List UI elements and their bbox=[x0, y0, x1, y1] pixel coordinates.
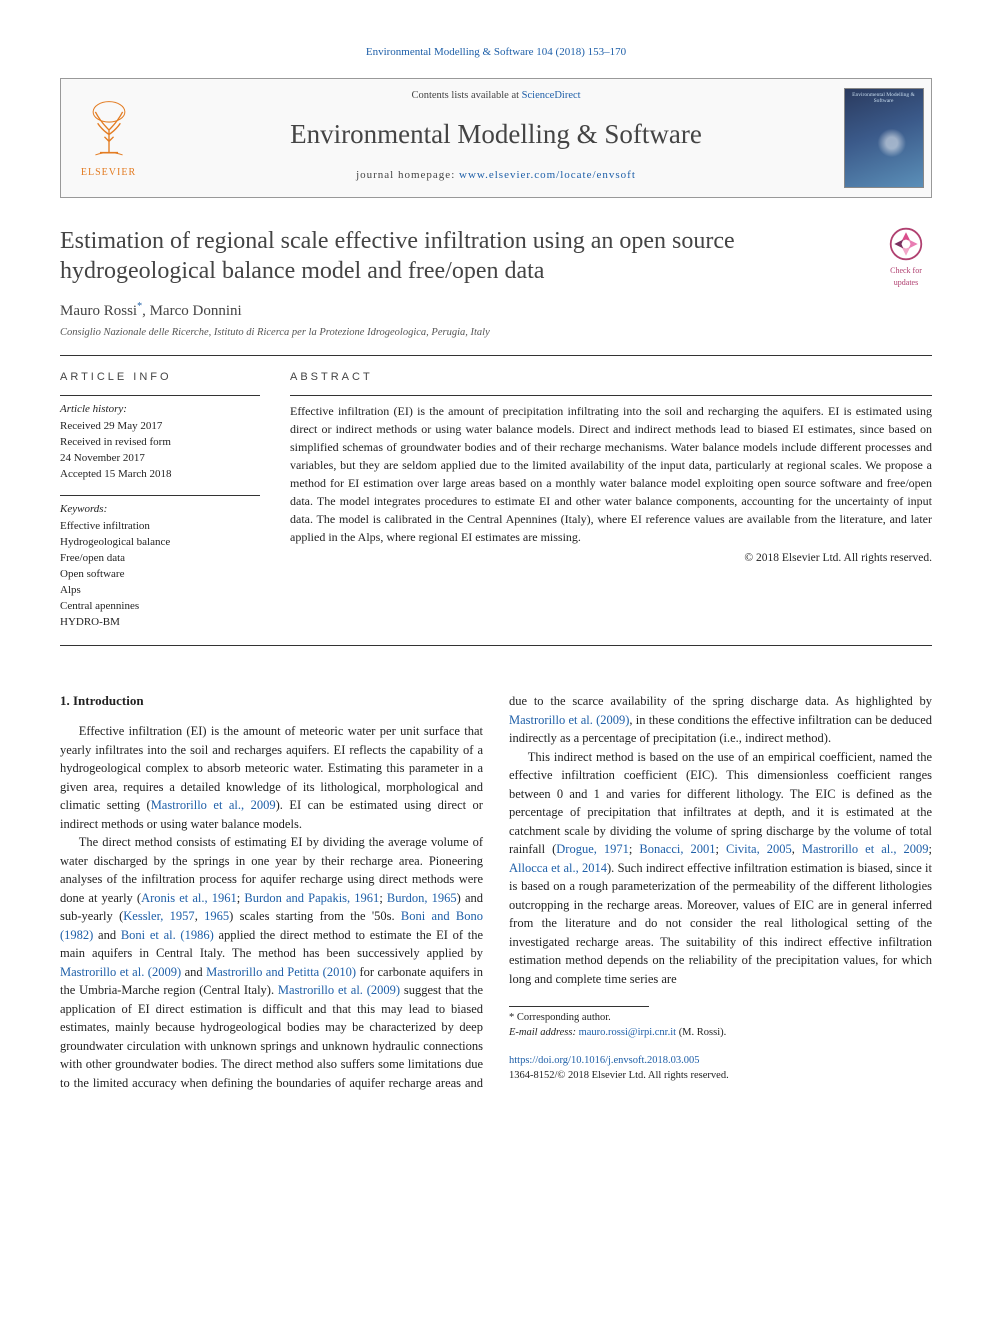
received-line: Received 29 May 2017 bbox=[60, 419, 260, 435]
doi-block: https://doi.org/10.1016/j.envsoft.2018.0… bbox=[509, 1054, 932, 1083]
p2i: and bbox=[181, 965, 206, 979]
check-updates-badge[interactable]: Check for updates bbox=[880, 226, 932, 288]
author-1: Mauro Rossi bbox=[60, 303, 137, 319]
ref-aronis-1961[interactable]: Aronis et al., 1961 bbox=[141, 891, 237, 905]
ref-mastrorillo-2009-d[interactable]: Mastrorillo et al. (2009) bbox=[509, 713, 629, 727]
ref-mastrorillo-2009-c[interactable]: Mastrorillo et al. (2009) bbox=[278, 983, 400, 997]
p2g: and bbox=[93, 928, 120, 942]
history-label: Article history: bbox=[60, 402, 260, 417]
p2e: , bbox=[195, 909, 204, 923]
corresponding-footnote: * Corresponding author. bbox=[509, 1011, 932, 1026]
ref-kessler-1957[interactable]: Kessler, 1957 bbox=[123, 909, 194, 923]
footnote-rule bbox=[509, 1006, 649, 1007]
para-4: This indirect method is based on the use… bbox=[509, 748, 932, 989]
homepage-prefix: journal homepage: bbox=[356, 169, 459, 181]
elsevier-text: ELSEVIER bbox=[81, 166, 136, 180]
article-info-heading: ARTICLE INFO bbox=[60, 370, 260, 385]
p4c: ; bbox=[716, 842, 727, 856]
cover-label: Environmental Modelling & Software bbox=[845, 92, 923, 104]
article-info-column: ARTICLE INFO Article history: Received 2… bbox=[60, 370, 260, 631]
p4f: ). Such indirect effective infiltration … bbox=[509, 861, 932, 986]
publisher-logo-cell: ELSEVIER bbox=[61, 79, 156, 197]
abstract-text: Effective infiltration (EI) is the amoun… bbox=[290, 402, 932, 546]
email-footnote: E-mail address: mauro.rossi@irpi.cnr.it … bbox=[509, 1026, 932, 1041]
divider-bottom bbox=[60, 645, 932, 646]
para-1: Effective infiltration (EI) is the amoun… bbox=[60, 722, 483, 833]
journal-cover-thumb: Environmental Modelling & Software bbox=[844, 88, 924, 188]
revised-line-2: 24 November 2017 bbox=[60, 451, 260, 467]
ref-mastrorillo-2009-b[interactable]: Mastrorillo et al. (2009) bbox=[60, 965, 181, 979]
ref-burdon-1965[interactable]: Burdon, 1965 bbox=[387, 891, 457, 905]
ref-boni-1986[interactable]: Boni et al. (1986) bbox=[121, 928, 214, 942]
divider-top bbox=[60, 355, 932, 356]
email-tail: (M. Rossi). bbox=[676, 1027, 726, 1038]
abstract-heading: ABSTRACT bbox=[290, 370, 932, 385]
keyword-7: HYDRO-BM bbox=[60, 615, 260, 631]
abstract-copyright: © 2018 Elsevier Ltd. All rights reserved… bbox=[290, 550, 932, 566]
revised-line-1: Received in revised form bbox=[60, 435, 260, 451]
check-updates-icon bbox=[888, 226, 924, 262]
p4d: , bbox=[792, 842, 802, 856]
info-rule-1 bbox=[60, 395, 260, 396]
keyword-2: Hydrogeological balance bbox=[60, 535, 260, 551]
authors-line: Mauro Rossi*, Marco Donnini bbox=[60, 300, 932, 322]
ref-civita-2005[interactable]: Civita, 2005 bbox=[726, 842, 792, 856]
author-2: , Marco Donnini bbox=[142, 303, 242, 319]
body-columns: 1. Introduction Effective infiltration (… bbox=[60, 692, 932, 1092]
keyword-6: Central apennines bbox=[60, 599, 260, 615]
affiliation: Consiglio Nazionale delle Ricerche, Isti… bbox=[60, 326, 932, 341]
p2c: ; bbox=[379, 891, 387, 905]
journal-citation: Environmental Modelling & Software 104 (… bbox=[60, 45, 932, 60]
homepage-link[interactable]: www.elsevier.com/locate/envsoft bbox=[459, 169, 636, 181]
keywords-label: Keywords: bbox=[60, 502, 260, 517]
accepted-line: Accepted 15 March 2018 bbox=[60, 467, 260, 483]
email-link[interactable]: mauro.rossi@irpi.cnr.it bbox=[579, 1027, 676, 1038]
issn-line: 1364-8152/© 2018 Elsevier Ltd. All right… bbox=[509, 1070, 729, 1081]
abstract-rule bbox=[290, 395, 932, 396]
keyword-4: Open software bbox=[60, 567, 260, 583]
p4a: This indirect method is based on the use… bbox=[509, 750, 932, 857]
elsevier-logo: ELSEVIER bbox=[75, 96, 143, 180]
keyword-3: Free/open data bbox=[60, 551, 260, 567]
doi-link[interactable]: https://doi.org/10.1016/j.envsoft.2018.0… bbox=[509, 1055, 700, 1066]
keyword-1: Effective infiltration bbox=[60, 519, 260, 535]
email-label: E-mail address: bbox=[509, 1027, 579, 1038]
p2f: ) scales starting from the '50s. bbox=[229, 909, 401, 923]
contents-available-line: Contents lists available at ScienceDirec… bbox=[164, 89, 828, 104]
section-1-heading: 1. Introduction bbox=[60, 692, 483, 710]
p4b: ; bbox=[629, 842, 640, 856]
ref-drogue-1971[interactable]: Drogue, 1971 bbox=[556, 842, 629, 856]
contents-prefix: Contents lists available at bbox=[411, 90, 521, 101]
ref-mastrorillo-2009-a[interactable]: Mastrorillo et al., 2009 bbox=[151, 798, 276, 812]
ref-mastrorillo-2009-e[interactable]: Mastrorillo et al., 2009 bbox=[802, 842, 929, 856]
abstract-column: ABSTRACT Effective infiltration (EI) is … bbox=[290, 370, 932, 631]
ref-bonacci-2001[interactable]: Bonacci, 2001 bbox=[639, 842, 715, 856]
check-updates-label: Check for updates bbox=[880, 265, 932, 287]
ref-burdon-papakis-1961[interactable]: Burdon and Papakis, 1961 bbox=[244, 891, 379, 905]
elsevier-tree-icon bbox=[75, 96, 143, 164]
article-title: Estimation of regional scale effective i… bbox=[60, 226, 868, 286]
p4e: ; bbox=[929, 842, 932, 856]
journal-title: Environmental Modelling & Software bbox=[164, 116, 828, 154]
keyword-5: Alps bbox=[60, 583, 260, 599]
journal-header-box: ELSEVIER Contents lists available at Sci… bbox=[60, 78, 932, 198]
sciencedirect-link[interactable]: ScienceDirect bbox=[522, 90, 581, 101]
ref-mastrorillo-petitta-2010[interactable]: Mastrorillo and Petitta (2010) bbox=[206, 965, 356, 979]
journal-homepage-line: journal homepage: www.elsevier.com/locat… bbox=[164, 168, 828, 183]
ref-allocca-2014[interactable]: Allocca et al., 2014 bbox=[509, 861, 607, 875]
cover-cell: Environmental Modelling & Software bbox=[836, 79, 931, 197]
ref-kessler-1965[interactable]: 1965 bbox=[204, 909, 229, 923]
info-rule-2 bbox=[60, 495, 260, 496]
